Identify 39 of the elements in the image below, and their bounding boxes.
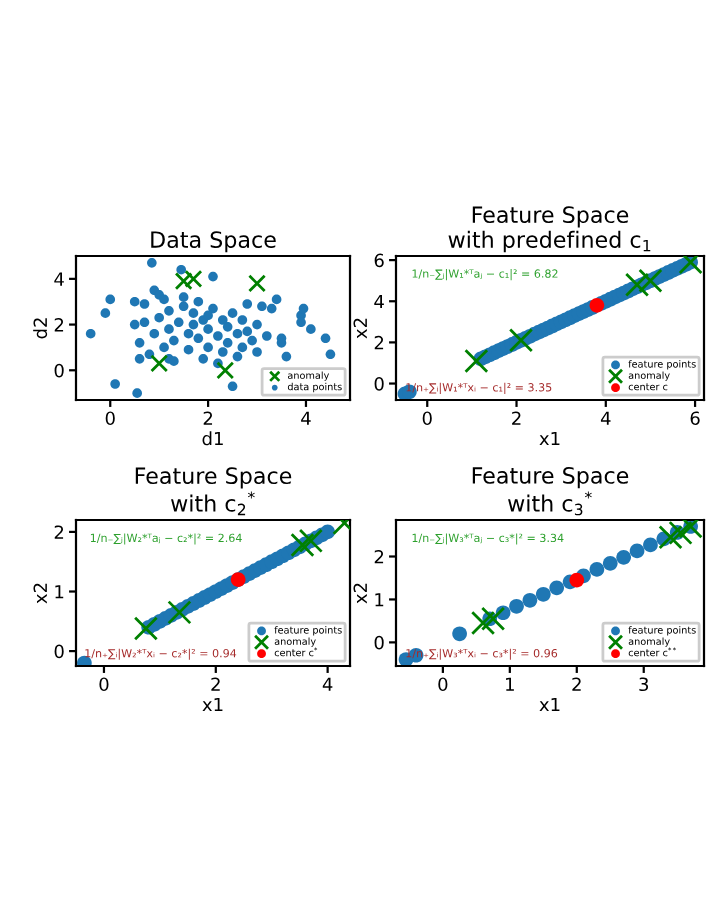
x-tick-label: 1 xyxy=(506,677,514,691)
x-tick-label: 0 xyxy=(99,677,109,692)
chart-title: Data Space xyxy=(151,231,276,253)
y-axis-title: x2 xyxy=(33,583,47,604)
x-tick-label: 4 xyxy=(301,411,311,425)
y-tick-label: 0 xyxy=(54,363,64,378)
x-axis-title: x1 xyxy=(539,697,560,712)
x-tick-label: 6 xyxy=(690,411,700,426)
x-tick-label: 0 xyxy=(422,411,432,426)
y-tick-label: 2 xyxy=(54,318,64,332)
y-tick-label: 0 xyxy=(54,644,64,659)
y-tick-label: 4 xyxy=(54,272,64,286)
x-tick-label: 4 xyxy=(600,411,611,425)
x-tick-label: 2 xyxy=(512,411,521,425)
x-tick-label: 2 xyxy=(203,411,213,425)
y-tick-label: 2 xyxy=(54,525,64,539)
y-axis-title: x2 xyxy=(353,583,367,604)
chart-title: Feature Space with c$_{2}$$^{*}$ xyxy=(135,467,292,516)
y-tick-label: 0 xyxy=(374,377,384,391)
y-tick-label: 2 xyxy=(374,549,384,564)
x-tick-label: 0 xyxy=(105,411,115,426)
y-axis-title: x2 xyxy=(353,318,367,339)
x-axis-title: x1 xyxy=(539,431,560,446)
x-tick-label: 2 xyxy=(211,677,220,691)
y-tick-label: 6 xyxy=(374,253,384,268)
y-tick-label: 4 xyxy=(374,294,384,309)
x-axis-title: x1 xyxy=(202,697,223,712)
x-axis-title: d1 xyxy=(202,431,223,446)
chart-title: Feature Space with c$_{3}$$^{*}$ xyxy=(472,467,629,516)
chart-title: Feature Space with predefined c$_{1}$ xyxy=(448,206,651,253)
y-tick-label: 1 xyxy=(55,585,64,599)
y-tick-label: 1 xyxy=(375,593,384,607)
y-axis-title: d2 xyxy=(33,318,48,339)
x-tick-label: 2 xyxy=(572,677,581,691)
y-tick-label: 0 xyxy=(374,635,384,650)
x-tick-label: 4 xyxy=(322,677,333,691)
y-tick-label: 2 xyxy=(374,335,384,350)
x-tick-label: 3 xyxy=(639,677,649,692)
x-tick-label: 0 xyxy=(438,677,448,692)
